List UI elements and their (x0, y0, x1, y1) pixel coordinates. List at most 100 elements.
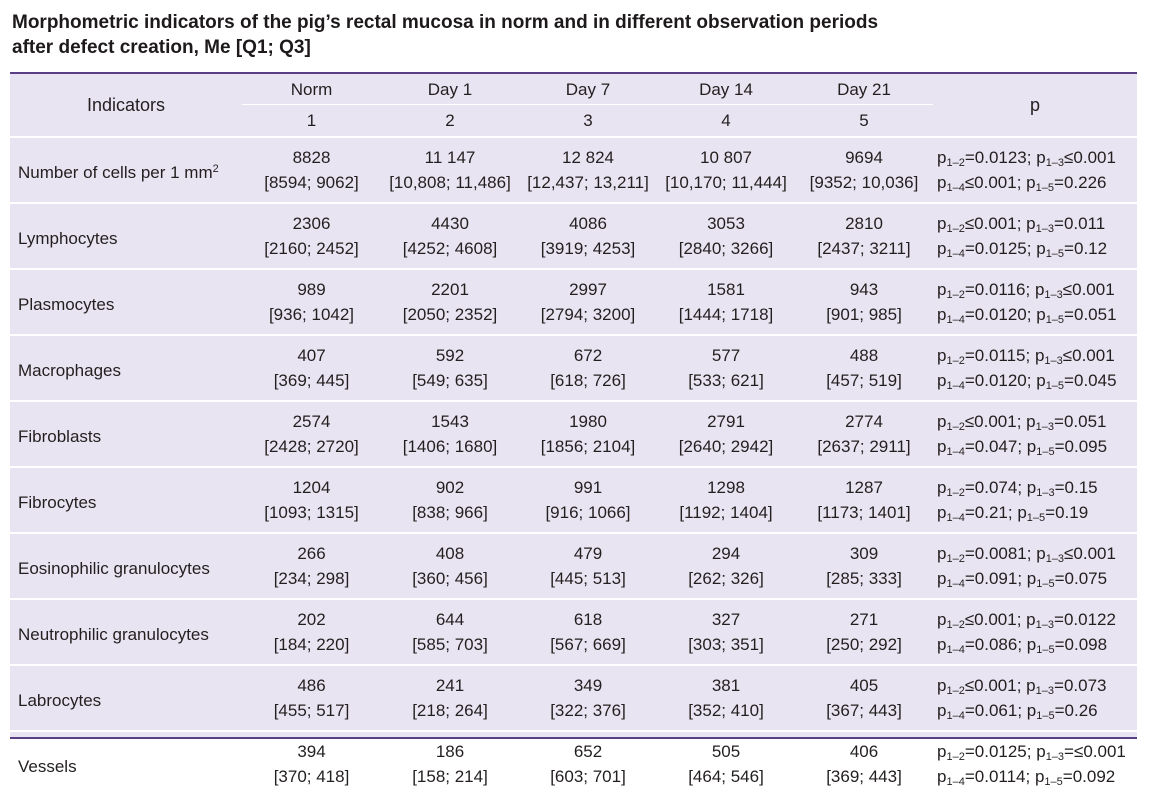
value-cell: 9694 [9352; 10,036] (795, 136, 933, 203)
quartile-range: [838; 966] (412, 503, 488, 522)
indicator-cell: Fibroblasts (10, 400, 242, 467)
indicator-superscript: 2 (212, 162, 219, 175)
median-value: 10 807 (700, 148, 752, 167)
p-value: 0.086 (974, 635, 1018, 654)
quartile-range: [234; 298] (273, 569, 350, 588)
p-operator: = (1054, 610, 1064, 629)
p-separator: ; (1017, 635, 1027, 654)
p-value: 0.001 (974, 610, 1017, 629)
p-separator: ; (1017, 437, 1027, 456)
p-value: 0.001 (974, 214, 1017, 233)
median-value: 943 (849, 280, 879, 299)
value-cell: 2791 [2640; 2942] (657, 400, 795, 467)
p-value: 0.0125 (974, 239, 1027, 258)
table-row: Plasmocytes 989 [936; 1042] 2201 [2050; 2352… (10, 268, 1137, 335)
p-separator: ; (1017, 701, 1027, 720)
quartile-range: [901; 985] (826, 305, 902, 324)
p-symbol: p (937, 569, 947, 588)
p-subscript: 1–4 (946, 380, 965, 392)
quartile-range: [367; 443] (826, 701, 902, 720)
p-operator: = (964, 569, 975, 588)
quartile-range: [369; 443] (826, 767, 902, 786)
median-value: 479 (573, 544, 603, 563)
p-operator: = (1064, 305, 1074, 324)
p-operator: ≤ (964, 412, 975, 431)
p-operator: ≤ (964, 610, 975, 629)
table-row: Neutrophilic granulocytes 202 [184; 220] 64… (10, 598, 1137, 665)
indicator-label: Fibrocytes (18, 492, 97, 512)
p-subscript: 1–5 (1036, 644, 1055, 656)
p-symbol: p (1026, 412, 1036, 431)
p-symbol: p (1036, 305, 1046, 324)
header-group-number: 2 (445, 111, 455, 130)
quartile-range: [936; 1042] (268, 305, 355, 324)
p-subscript: 1–4 (946, 776, 965, 788)
p-operator: = (964, 239, 975, 258)
p-value-cell: p1–2≤0.001; p1–3=0.073 p1–4=0.061; p1–5=0… (933, 664, 1137, 731)
p-operator: = (964, 305, 975, 324)
p-symbol: p (1036, 544, 1046, 563)
median-value: 2201 (431, 280, 469, 299)
p-value-line: p1–4=0.047; p1–5=0.095 (937, 434, 1137, 459)
median-value: 327 (711, 610, 741, 629)
quartile-range: [2437; 3211] (817, 239, 911, 258)
table-row: Macrophages 407 [369; 445] 592 [549; 635] 672… (10, 334, 1137, 401)
quartile-range: [567; 669] (550, 635, 626, 654)
quartile-range: [2640; 2942] (678, 437, 774, 456)
p-value-cell: p1–2≤0.001; p1–3=0.051 p1–4=0.047; p1–5=0… (933, 400, 1137, 467)
median-value: 1287 (845, 478, 883, 497)
p-value: 0.26 (1064, 701, 1098, 720)
indicator-label: Plasmocytes (18, 294, 115, 314)
p-operator: = (964, 371, 975, 390)
quartile-range: [2794; 3200] (540, 305, 636, 324)
quartile-range: [10,808; 11,486] (389, 173, 511, 192)
p-subscript: 1–3 (1035, 421, 1054, 433)
value-cell: 241 [218; 264] (381, 664, 519, 731)
quartile-range: [250; 292] (826, 635, 902, 654)
quartile-range: [12,437; 13,211] (527, 173, 649, 192)
data-table-container: Indicators Norm Day 1 Day 7 Day 14 Day 2… (10, 72, 1137, 796)
value-cell: 327 [303; 351] (657, 598, 795, 665)
value-cell: 406 [369; 443] (795, 730, 933, 796)
p-value-line: p1–2≤0.001; p1–3=0.073 (937, 673, 1137, 698)
p-value-line: p1–2=0.0081; p1–3≤0.001 (937, 541, 1137, 566)
p-operator: = (1064, 239, 1074, 258)
header-p: p (1029, 94, 1040, 115)
p-operator: =≤ (1064, 742, 1084, 761)
p-value-line: p1–2=0.0115; p1–3≤0.001 (937, 343, 1137, 368)
p-subscript: 1–4 (946, 578, 965, 590)
quartile-range: [445; 513] (550, 569, 626, 588)
value-cell: 1204 [1093; 1315] (242, 466, 381, 533)
p-symbol: p (937, 148, 947, 167)
p-operator: = (1054, 412, 1064, 431)
p-value: 0.0120 (974, 371, 1027, 390)
median-value: 652 (573, 742, 603, 761)
p-subscript: 1–2 (946, 619, 965, 631)
p-operator: ≤ (1064, 148, 1074, 167)
p-value-cell: p1–2=0.0115; p1–3≤0.001 p1–4=0.0120; p1–5… (933, 334, 1137, 401)
median-value: 2306 (292, 214, 331, 233)
p-value: 0.001 (1083, 742, 1126, 761)
p-value: 0.047 (974, 437, 1018, 456)
p-operator: ≤ (1064, 544, 1074, 563)
p-value: 0.0120 (974, 305, 1027, 324)
header-group-label: Day 14 (657, 74, 795, 105)
median-value: 4430 (431, 214, 469, 233)
value-cell: 644 [585; 703] (381, 598, 519, 665)
p-value: 0.0081 (974, 544, 1027, 563)
p-subscript: 1–5 (1036, 578, 1055, 590)
median-value: 486 (297, 676, 326, 695)
p-operator: = (1054, 214, 1064, 233)
p-symbol: p (937, 701, 947, 720)
header-row-labels: Indicators Norm Day 1 Day 7 Day 14 Day 2… (10, 74, 1137, 115)
p-symbol: p (937, 610, 947, 629)
p-separator: ; (1026, 742, 1037, 761)
header-group-number: 4 (721, 111, 731, 130)
quartile-range: [2637; 2911] (817, 437, 911, 456)
value-cell: 652 [603; 701] (519, 730, 657, 796)
p-separator: ; (1025, 346, 1035, 365)
p-operator: ≤ (964, 214, 975, 233)
p-subscript: 1–4 (946, 644, 965, 656)
p-operator: ≤ (964, 676, 975, 695)
value-cell: 2774 [2637; 2911] (795, 400, 933, 467)
